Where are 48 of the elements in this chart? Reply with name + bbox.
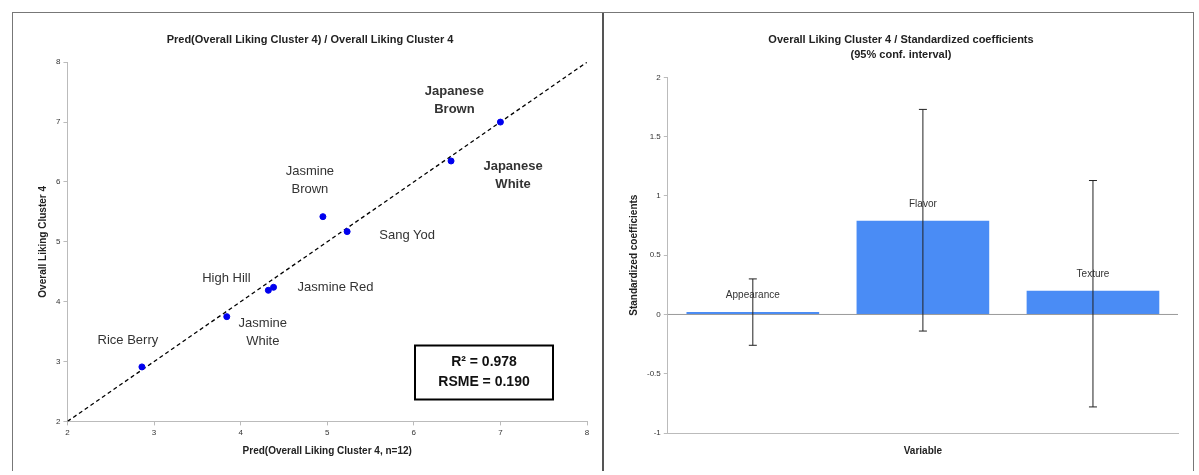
annotation: R² = 0.978 bbox=[451, 353, 518, 370]
x-tick-label: 6 bbox=[411, 428, 417, 438]
annotation: Jasmine White bbox=[238, 315, 287, 349]
x-axis-title: Pred(Overall Liking Cluster 4, n=12) bbox=[242, 444, 412, 456]
x-tick-label: 8 bbox=[584, 428, 590, 438]
point bbox=[496, 118, 504, 126]
annotation: Sang Yod bbox=[379, 227, 435, 243]
chart-subtitle: (95% conf. interval) bbox=[850, 47, 952, 60]
y-tick-label: 5 bbox=[56, 237, 61, 246]
y-tick-label: 3 bbox=[56, 356, 61, 366]
point bbox=[343, 228, 351, 236]
y-axis-title: Overall Liking Cluster 4 bbox=[36, 185, 48, 298]
bar bbox=[856, 220, 990, 314]
annotation: Jasmine Brown bbox=[285, 163, 335, 197]
point bbox=[264, 286, 272, 294]
y-tick-label: -1 bbox=[653, 428, 662, 438]
annotation: Jasmine Red bbox=[297, 278, 374, 294]
y-tick-label: 8 bbox=[56, 57, 61, 67]
chart-title: Pred(Overall Liking Cluster 4) / Overall Liking Cluster 4 bbox=[166, 32, 455, 45]
y-tick-label: 6 bbox=[56, 177, 61, 187]
point bbox=[319, 213, 327, 221]
y-tick-label: 7 bbox=[56, 117, 61, 127]
y-tick-label: 0 bbox=[656, 309, 662, 319]
annotation: Japanese White bbox=[483, 157, 543, 191]
point bbox=[270, 283, 278, 291]
y-tick-label: 2 bbox=[656, 72, 662, 82]
point bbox=[447, 157, 455, 165]
y-tick-label: 2 bbox=[56, 416, 61, 426]
x-tick-label: 4 bbox=[238, 428, 244, 438]
x-tick-label: 2 bbox=[65, 428, 71, 438]
bar bbox=[1026, 290, 1160, 314]
x-tick-label: 3 bbox=[151, 428, 157, 438]
annotation: Rice Berry bbox=[97, 332, 159, 348]
y-tick-label: 0.5 bbox=[649, 250, 662, 260]
y-tick-label: 1 bbox=[656, 191, 662, 201]
y-tick-label: 4 bbox=[56, 296, 61, 306]
y-axis-title: Standardized coefficients bbox=[627, 194, 639, 316]
x-tick-label: 5 bbox=[325, 428, 330, 438]
point bbox=[223, 313, 231, 321]
point bbox=[138, 363, 146, 371]
y-tick-label: -0.5 bbox=[646, 368, 662, 378]
y-tick-label: 1.5 bbox=[649, 131, 662, 141]
x-axis-title: Variable bbox=[903, 444, 943, 456]
chart-title: Overall Liking Cluster 4 / Standardized coefficients bbox=[768, 32, 1034, 45]
annotation: High Hill bbox=[202, 269, 251, 285]
annotation: RSME = 0.190 bbox=[438, 373, 530, 390]
x-tick-label: 7 bbox=[498, 428, 504, 438]
annotation: Japanese Brown bbox=[424, 82, 485, 116]
